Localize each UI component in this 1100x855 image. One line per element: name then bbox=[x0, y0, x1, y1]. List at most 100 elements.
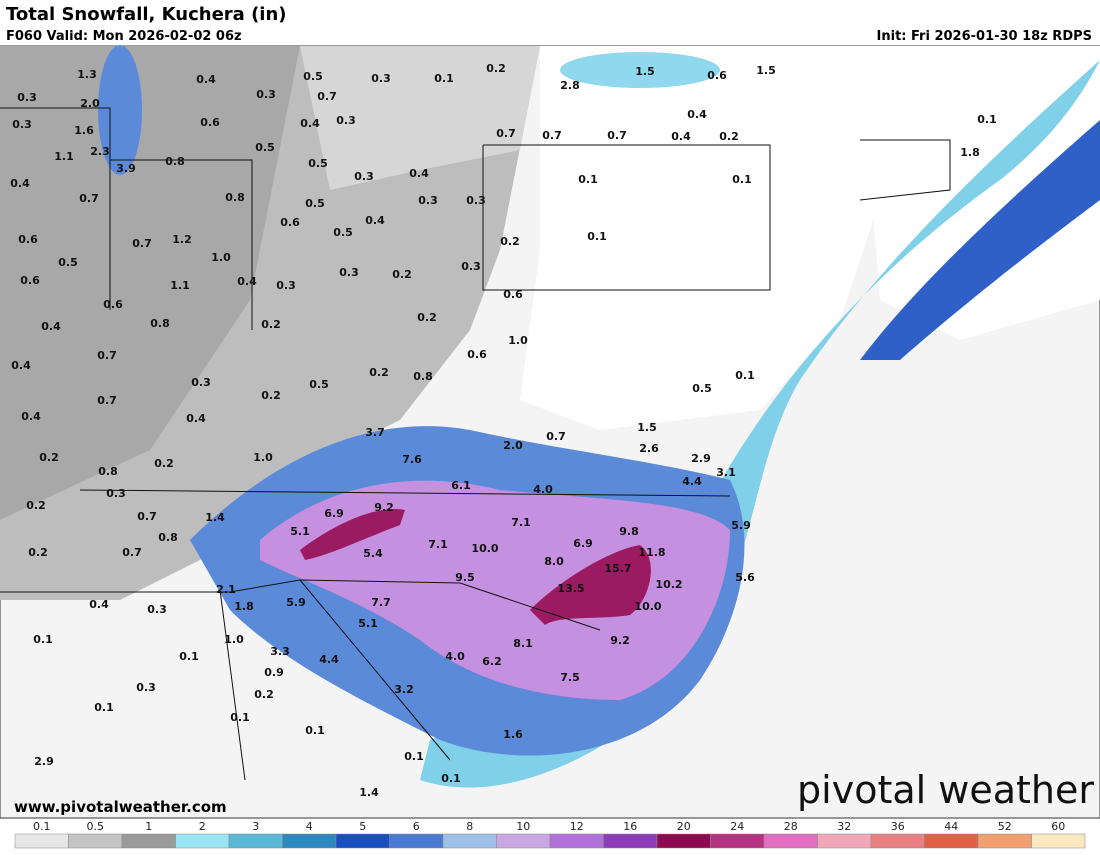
snow-total-label: 2.8 bbox=[560, 79, 580, 92]
colorbar-swatch bbox=[603, 833, 658, 849]
snow-total-label: 7.1 bbox=[428, 538, 448, 551]
snow-total-label: 7.5 bbox=[560, 671, 580, 684]
snow-total-label: 4.0 bbox=[533, 483, 553, 496]
snow-total-label: 0.2 bbox=[417, 311, 437, 324]
snow-total-label: 2.6 bbox=[639, 442, 659, 455]
snow-total-label: 0.8 bbox=[158, 531, 178, 544]
snow-total-label: 10.0 bbox=[634, 600, 661, 613]
snow-total-label: 5.6 bbox=[735, 571, 755, 584]
map-labels: 1.3 0.4 0.5 0.3 0.1 0.2 0.3 2.0 0.3 0.7 0.3 1.6 0.6 0… bbox=[10, 62, 997, 799]
snow-total-label: 0.4 bbox=[300, 117, 320, 130]
snow-total-label: 0.7 bbox=[122, 546, 142, 559]
snow-total-label: 0.4 bbox=[409, 167, 429, 180]
snow-total-label: 0.2 bbox=[369, 366, 389, 379]
snow-total-label: 0.6 bbox=[103, 298, 123, 311]
colorbar-swatch bbox=[924, 833, 979, 849]
colorbar-swatch bbox=[763, 833, 818, 849]
snow-total-label: 0.3 bbox=[418, 194, 438, 207]
snow-lake-ontario bbox=[560, 52, 720, 88]
snow-total-label: 0.7 bbox=[496, 127, 516, 140]
snow-total-label: 0.3 bbox=[461, 260, 481, 273]
snow-total-label: 0.5 bbox=[333, 226, 353, 239]
gray-field-dark bbox=[0, 46, 300, 520]
snow-total-label: 8.0 bbox=[544, 555, 564, 568]
watermark: www.pivotalweather.com bbox=[14, 798, 227, 816]
init-time: Init: Fri 2026-01-30 18z RDPS bbox=[877, 29, 1092, 44]
snow-total-label: 2.0 bbox=[80, 97, 100, 110]
snow-total-label: 0.7 bbox=[97, 349, 117, 362]
snow-total-label: 2.9 bbox=[34, 755, 54, 768]
snow-max-mtn bbox=[300, 509, 405, 560]
colorbar-label: 10 bbox=[516, 820, 530, 833]
colorbar-swatch bbox=[68, 833, 123, 849]
colorbar-swatch bbox=[710, 833, 765, 849]
snow-total-label: 0.6 bbox=[503, 288, 523, 301]
snow-total-label: 0.3 bbox=[17, 91, 37, 104]
snow-total-label: 0.8 bbox=[225, 191, 245, 204]
snow-total-label: 3.3 bbox=[270, 645, 290, 658]
snow-total-label: 0.4 bbox=[365, 214, 385, 227]
snow-total-label: 0.3 bbox=[276, 279, 296, 292]
snow-total-label: 0.5 bbox=[309, 378, 329, 391]
white-field bbox=[520, 46, 880, 430]
snow-total-label: 0.2 bbox=[392, 268, 412, 281]
snow-total-label: 0.7 bbox=[607, 129, 627, 142]
snow-total-label: 0.4 bbox=[10, 177, 30, 190]
snow-total-label: 0.3 bbox=[136, 681, 156, 694]
snow-total-label: 0.6 bbox=[20, 274, 40, 287]
colorbar-label: 0.1 bbox=[33, 820, 51, 833]
snow-total-label: 0.2 bbox=[39, 451, 59, 464]
snow-total-label: 0.3 bbox=[256, 88, 276, 101]
snow-total-label: 7.6 bbox=[402, 453, 422, 466]
ocean-band bbox=[420, 60, 1100, 788]
snow-total-label: 1.8 bbox=[960, 146, 980, 159]
snow-total-label: 0.5 bbox=[303, 70, 323, 83]
snow-total-label: 0.2 bbox=[261, 318, 281, 331]
snow-total-label: 0.1 bbox=[977, 113, 997, 126]
snow-total-label: 0.3 bbox=[354, 170, 374, 183]
colorbar-swatch bbox=[442, 833, 497, 849]
snow-total-label: 0.4 bbox=[237, 275, 257, 288]
snow-total-label: 0.6 bbox=[707, 69, 727, 82]
colorbar-label: 2 bbox=[199, 820, 206, 833]
snow-total-label: 2.1 bbox=[216, 583, 236, 596]
snow-total-label: 1.4 bbox=[359, 786, 379, 799]
colorbar-label: 0.5 bbox=[87, 820, 105, 833]
snow-total-label: 0.1 bbox=[434, 72, 454, 85]
snow-total-label: 0.7 bbox=[97, 394, 117, 407]
snow-total-label: 0.4 bbox=[41, 320, 61, 333]
snow-total-label: 9.5 bbox=[455, 571, 475, 584]
snow-total-label: 3.2 bbox=[394, 683, 414, 696]
snow-total-label: 0.7 bbox=[137, 510, 157, 523]
snow-total-label: 1.0 bbox=[253, 451, 273, 464]
snow-total-label: 3.7 bbox=[365, 426, 385, 439]
snow-total-label: 0.4 bbox=[21, 410, 41, 423]
colorbar-swatch bbox=[335, 833, 390, 849]
snow-total-label: 5.4 bbox=[363, 547, 383, 560]
colorbar-swatch bbox=[549, 833, 604, 849]
colorbar-label: 6 bbox=[413, 820, 420, 833]
snow-total-label: 15.7 bbox=[604, 562, 631, 575]
snow-total-label: 1.0 bbox=[508, 334, 528, 347]
snow-total-label: 5.9 bbox=[731, 519, 751, 532]
snow-total-label: 0.2 bbox=[486, 62, 506, 75]
snow-total-label: 4.4 bbox=[319, 653, 339, 666]
snow-total-label: 0.3 bbox=[466, 194, 486, 207]
snow-total-label: 0.2 bbox=[28, 546, 48, 559]
colorbar-label: 12 bbox=[570, 820, 584, 833]
snow-total-label: 1.8 bbox=[234, 600, 254, 613]
snow-total-label: 0.8 bbox=[165, 155, 185, 168]
colorbar-swatch bbox=[977, 833, 1032, 849]
snow-total-label: 0.2 bbox=[719, 130, 739, 143]
colorbar-label: 52 bbox=[998, 820, 1012, 833]
snow-total-label: 4.0 bbox=[445, 650, 465, 663]
snow-total-label: 0.7 bbox=[546, 430, 566, 443]
colorbar-swatch bbox=[496, 833, 551, 849]
snow-total-label: 0.7 bbox=[317, 90, 337, 103]
snow-total-label: 7.1 bbox=[511, 516, 531, 529]
snow-lake bbox=[98, 45, 142, 175]
snow-total-label: 0.1 bbox=[179, 650, 199, 663]
snow-max-coast bbox=[530, 545, 651, 625]
colorbar-label: 60 bbox=[1051, 820, 1065, 833]
